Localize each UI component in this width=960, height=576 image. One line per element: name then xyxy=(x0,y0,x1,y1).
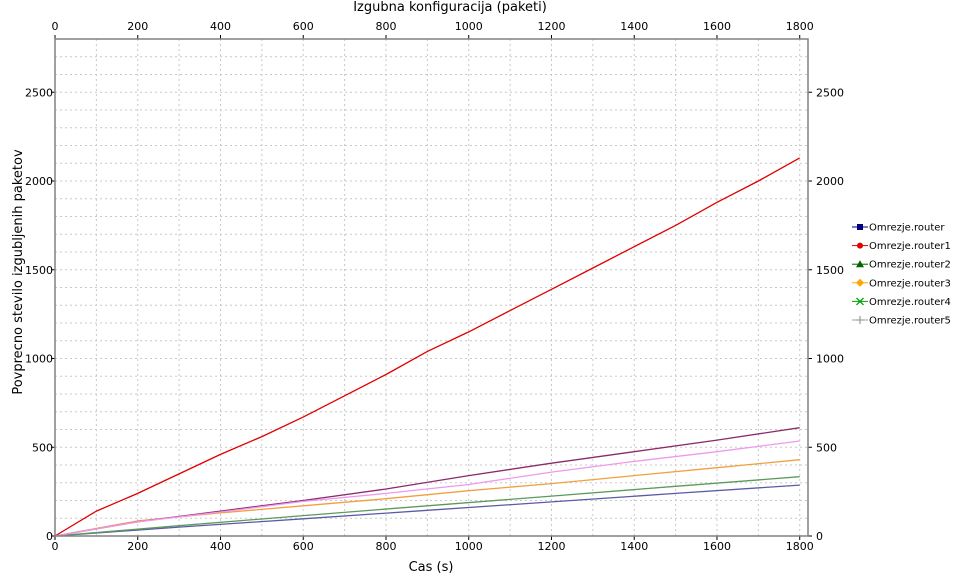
legend: Omrezje.router Omrezje.router1 Omrezje.rou… xyxy=(852,223,951,327)
y-tick-label: 2000 xyxy=(25,175,53,188)
x2-tick-label: 0 xyxy=(52,20,59,33)
x-tick-label: 800 xyxy=(375,540,396,553)
legend-label: Omrezje.router5 xyxy=(869,316,951,327)
legend-marker xyxy=(857,242,863,249)
y2-tick-label: 1500 xyxy=(816,264,844,277)
legend-marker xyxy=(856,316,864,324)
legend-item: Omrezje.router1 xyxy=(852,241,951,252)
series-lines xyxy=(54,157,801,537)
x-tick-label: 1000 xyxy=(455,540,483,553)
x2-tick-label: 400 xyxy=(210,20,231,33)
legend-item: Omrezje.router4 xyxy=(852,297,951,308)
y2-tick-label: 1000 xyxy=(816,353,844,366)
x-tick-label: 1400 xyxy=(620,540,648,553)
series-line-5 xyxy=(54,440,800,537)
x2-tick-label: 1000 xyxy=(455,20,483,33)
y2-tick-label: 2000 xyxy=(816,175,844,188)
x-tick-label: 0 xyxy=(52,540,59,553)
series-line-0 xyxy=(54,484,800,537)
legend-item: Omrezje.router5 xyxy=(852,316,951,327)
x-tick-label: 200 xyxy=(127,540,148,553)
y2-tick-label: 500 xyxy=(816,441,837,454)
x2-tick-label: 200 xyxy=(127,20,148,33)
plot-frame xyxy=(54,38,809,537)
x2-tick-label: 1800 xyxy=(786,20,814,33)
legend-label: Omrezje.router2 xyxy=(869,260,951,271)
axis-ticks: 0020020040040060060080080010001000120012… xyxy=(25,20,844,553)
legend-item: Omrezje.router xyxy=(852,223,945,234)
legend-marker xyxy=(856,260,864,268)
y-axis-title: Povprecno stevilo izgubljenih paketov xyxy=(11,149,26,395)
x-tick-label: 1600 xyxy=(703,540,731,553)
x2-tick-label: 1600 xyxy=(703,20,731,33)
legend-label: Omrezje.router1 xyxy=(869,241,951,252)
legend-label: Omrezje.router4 xyxy=(869,297,951,308)
x2-tick-label: 1200 xyxy=(537,20,565,33)
y2-tick-label: 0 xyxy=(816,530,823,543)
x-tick-label: 400 xyxy=(210,540,231,553)
y2-tick-label: 2500 xyxy=(816,86,844,99)
legend-label: Omrezje.router3 xyxy=(869,278,951,289)
legend-marker xyxy=(856,278,864,287)
y-tick-label: 500 xyxy=(32,441,53,454)
y-tick-label: 2500 xyxy=(25,86,53,99)
legend-item: Omrezje.router2 xyxy=(852,260,951,271)
x2-tick-label: 600 xyxy=(293,20,314,33)
y-tick-label: 0 xyxy=(46,530,53,543)
legend-marker xyxy=(857,224,863,230)
series-line-2 xyxy=(54,476,800,537)
legend-label: Omrezje.router xyxy=(869,223,945,234)
x-axis-title: Cas (s) xyxy=(409,560,454,575)
y-tick-label: 1000 xyxy=(25,353,53,366)
grid xyxy=(54,38,808,537)
x-tick-label: 600 xyxy=(293,540,314,553)
x-tick-label: 1200 xyxy=(537,540,565,553)
x2-tick-label: 800 xyxy=(375,20,396,33)
legend-marker xyxy=(856,297,864,306)
series-line-1 xyxy=(54,157,801,537)
top-axis-title: Izgubna konfiguracija (paketi) xyxy=(353,0,547,15)
x-tick-label: 1800 xyxy=(786,540,814,553)
legend-item: Omrezje.router3 xyxy=(852,278,951,289)
x2-tick-label: 1400 xyxy=(620,20,648,33)
y-tick-label: 1500 xyxy=(25,264,53,277)
